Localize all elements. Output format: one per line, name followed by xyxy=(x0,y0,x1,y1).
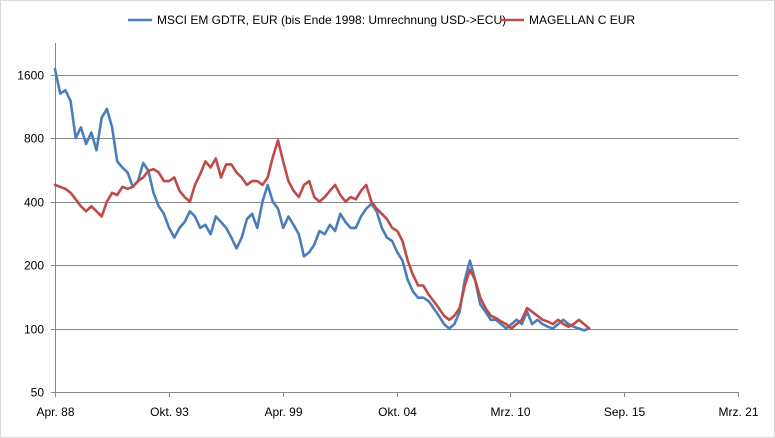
y-tick-label: 1600 xyxy=(17,69,44,83)
series-lines xyxy=(53,67,591,332)
legend-label-1: MSCI EM GDTR, EUR (bis Ende 1998: Umrech… xyxy=(157,13,506,27)
y-tick-label: 100 xyxy=(24,323,44,337)
y-tick-label: 200 xyxy=(24,259,44,273)
x-tick-label: Mrz. 21 xyxy=(718,405,758,419)
gridlines xyxy=(55,75,738,330)
x-tick-label: Apr. 99 xyxy=(264,405,302,419)
y-tick-label: 400 xyxy=(24,196,44,210)
series-line-2 xyxy=(53,139,591,330)
legend: MSCI EM GDTR, EUR (bis Ende 1998: Umrech… xyxy=(128,13,635,27)
y-tick-label: 800 xyxy=(24,132,44,146)
x-tick-label: Mrz. 10 xyxy=(490,405,530,419)
x-tick-label: Sep. 15 xyxy=(604,405,646,419)
x-tick-label: Okt. 93 xyxy=(150,405,189,419)
series-line-1 xyxy=(53,67,591,332)
legend-label-2: MAGELLAN C EUR xyxy=(529,13,635,27)
y-tick-label: 50 xyxy=(31,386,45,400)
x-tick-label: Apr. 88 xyxy=(36,405,74,419)
x-tick-label: Okt. 04 xyxy=(378,405,417,419)
axes: 50 100 200 400 800 1600 Apr. 88 Okt. 93 Apr. 99 O… xyxy=(17,43,759,419)
